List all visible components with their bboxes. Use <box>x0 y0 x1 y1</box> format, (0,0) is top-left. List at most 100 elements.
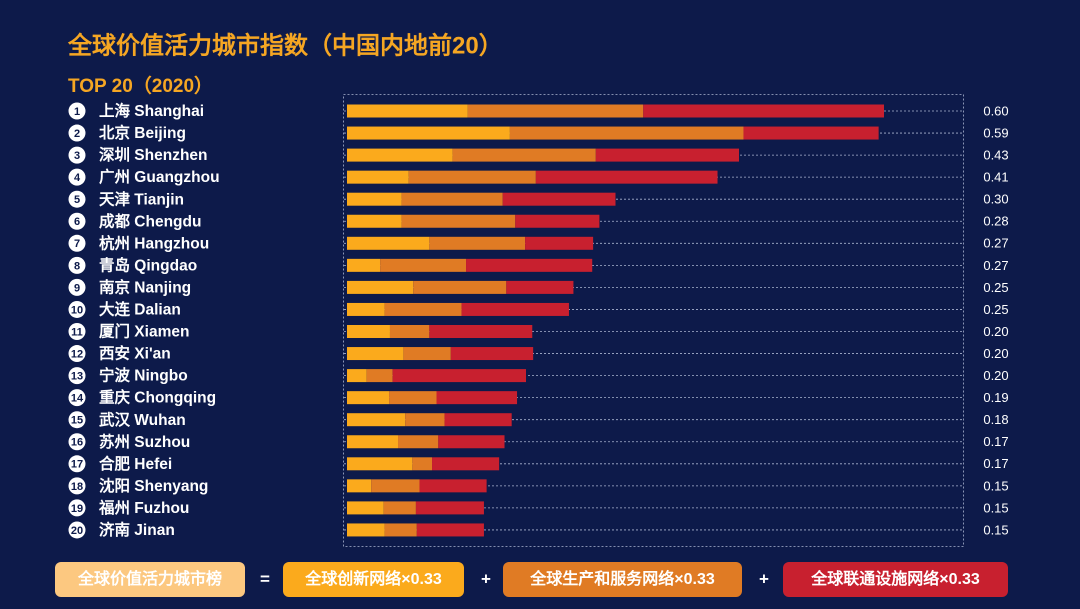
rank-badge <box>68 389 86 407</box>
bar-segment <box>416 523 484 537</box>
bar-segment <box>347 479 372 493</box>
category-label: 上海 Shanghai <box>99 101 204 120</box>
rank-badge <box>68 234 86 252</box>
rank-number: 12 <box>71 348 83 360</box>
bar-segment <box>392 369 526 383</box>
total-label: 0.20 <box>983 368 1008 383</box>
bar-segment <box>405 413 445 427</box>
bar-segment <box>429 325 533 338</box>
total-label: 0.28 <box>983 214 1008 229</box>
bar-segment <box>502 192 616 206</box>
bar-segment <box>429 236 526 250</box>
plot-frame <box>343 94 964 547</box>
formula-operator: + <box>481 569 491 588</box>
total-label: 0.18 <box>983 412 1008 427</box>
bar-segment <box>347 391 390 405</box>
rank-number: 9 <box>74 282 80 294</box>
bar-segment <box>347 280 414 294</box>
category-label: 北京 Beijing <box>99 123 186 142</box>
bar-segment <box>389 391 437 405</box>
bar-segment <box>436 391 518 405</box>
category-label: 天津 Tianjin <box>99 190 184 208</box>
total-label: 0.60 <box>983 103 1008 118</box>
formula-operator: + <box>759 569 769 588</box>
total-label: 0.20 <box>983 346 1008 361</box>
bar-segment <box>401 214 516 228</box>
bar-segment <box>347 214 402 228</box>
rank-badge <box>68 168 86 186</box>
total-label: 0.27 <box>983 236 1008 251</box>
bar-segment <box>347 170 409 184</box>
bar-segment <box>347 457 413 471</box>
bar-segment <box>401 192 503 206</box>
rank-badge <box>68 345 86 363</box>
bar-segment <box>347 435 399 449</box>
total-label: 0.15 <box>983 500 1008 515</box>
rank-number: 15 <box>71 415 83 427</box>
bar-segment <box>403 347 451 361</box>
rank-number: 11 <box>71 326 83 338</box>
bar-segment <box>389 325 430 338</box>
bar-segment <box>347 325 390 338</box>
bar-segment <box>347 126 510 140</box>
bar-segment <box>384 302 462 316</box>
bar-segment <box>466 258 593 272</box>
rank-number: 4 <box>74 172 81 184</box>
bar-segment <box>743 126 879 140</box>
rank-badge <box>68 124 86 142</box>
rank-number: 1 <box>74 106 80 118</box>
bar-segment <box>415 501 484 515</box>
rank-badge <box>68 433 86 451</box>
category-label: 武汉 Wuhan <box>99 410 186 429</box>
category-label: 重庆 Chongqing <box>99 388 216 407</box>
total-label: 0.15 <box>983 478 1008 493</box>
bar-segment <box>419 479 487 493</box>
rank-number: 8 <box>74 260 80 272</box>
bar-segment <box>525 236 594 250</box>
rank-number: 14 <box>71 393 84 405</box>
rank-number: 19 <box>71 503 83 515</box>
category-label: 深圳 Shenzhen <box>99 146 208 164</box>
bar-segment <box>347 369 367 383</box>
bar-segment <box>535 170 718 184</box>
bar-segment <box>432 457 500 471</box>
category-label: 济南 Jinan <box>99 520 175 539</box>
rank-badge <box>68 323 86 340</box>
legend-label: 全球联通设施网络×0.33 <box>810 569 980 588</box>
category-label: 南京 Nanjing <box>99 277 191 296</box>
rank-badge <box>68 146 86 164</box>
bar-segment <box>444 413 512 427</box>
rank-number: 17 <box>71 459 83 471</box>
rank-badge <box>68 278 86 296</box>
bar-segment <box>408 170 536 184</box>
chart-title: 全球价值活力城市指数（中国内地前20） <box>67 31 503 59</box>
bar-segment <box>595 148 740 162</box>
rank-badge <box>68 102 86 120</box>
rank-badge <box>68 367 86 385</box>
rank-badge <box>68 455 86 473</box>
bar-segment <box>398 435 439 449</box>
category-label: 成都 Chengdu <box>99 211 201 230</box>
category-label: 宁波 Ningbo <box>99 366 188 385</box>
formula-result: 全球价值活力城市榜 <box>77 569 222 588</box>
rank-badge <box>68 477 86 495</box>
bar-segment <box>509 126 744 140</box>
category-label: 广州 Guangzhou <box>99 167 220 186</box>
bar-segment <box>371 479 420 493</box>
total-label: 0.25 <box>983 302 1008 317</box>
rank-badge <box>68 499 86 517</box>
rank-number: 6 <box>74 216 80 228</box>
bar-segment <box>384 523 417 537</box>
bar-segment <box>347 104 468 118</box>
bar-segment <box>380 258 467 272</box>
bar-segment <box>347 347 404 361</box>
category-label: 厦门 Xiamen <box>99 322 189 341</box>
total-label: 0.30 <box>983 192 1008 207</box>
rank-number: 13 <box>71 371 83 383</box>
total-label: 0.19 <box>983 390 1008 405</box>
bar-segment <box>347 501 384 515</box>
bar-segment <box>347 523 385 537</box>
legend-box <box>783 562 1008 597</box>
total-label: 0.17 <box>983 434 1008 449</box>
rank-badge <box>68 300 86 318</box>
